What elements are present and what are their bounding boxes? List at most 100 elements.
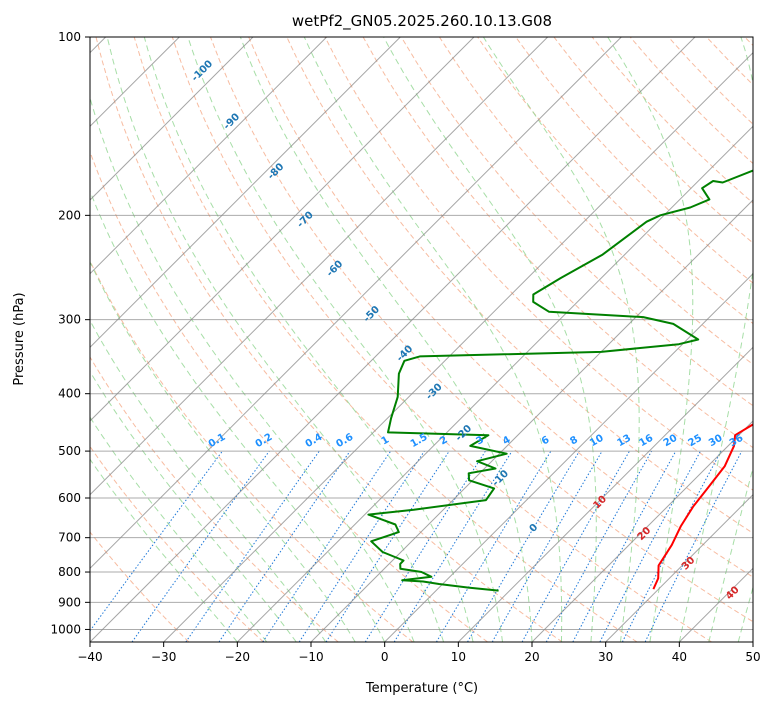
moist-adiabat-line (383, 37, 597, 642)
isotherm-line (90, 37, 475, 422)
dry-adiabat-line (90, 356, 339, 642)
mixing-ratio-label: 3 (474, 434, 486, 447)
sounding-series (367, 169, 753, 592)
dry-adiabat-line (90, 531, 190, 642)
dry-adiabat-line (171, 37, 712, 642)
dry-adiabat-label: -10 (490, 468, 511, 489)
dry-adiabat-line (133, 37, 638, 642)
mixing-ratio-line (325, 450, 450, 642)
y-tick-label: 200 (58, 208, 81, 222)
dry-adiabat-line (591, 37, 753, 204)
dry-adiabat-line (553, 37, 753, 244)
isotherm-line (310, 199, 753, 642)
isobar-grid (90, 37, 753, 630)
dry-adiabat-line (515, 37, 753, 284)
mixing-ratio-lines (90, 450, 743, 642)
dry-adiabat-line (90, 150, 488, 642)
dry-adiabat-label: -50 (362, 304, 383, 325)
moist-adiabat-line (482, 37, 640, 642)
mixing-ratio-line (364, 450, 486, 642)
isotherm-line (605, 493, 753, 642)
mixing-ratio-line (621, 450, 722, 642)
plot-frame (89, 36, 754, 643)
moist-adiabat-label: 10 (591, 494, 609, 512)
y-tick-label: 600 (58, 491, 81, 505)
y-tick-label: 400 (58, 387, 81, 401)
mixing-ratio-label: 25 (686, 433, 704, 450)
isotherm-line (90, 37, 696, 642)
x-axis-ticks: −40 −30 −20 −10 0 10 20 30 40 50 (77, 642, 761, 664)
mixing-ratio-label: 13 (615, 433, 633, 450)
dry-adiabat-label: -90 (222, 112, 243, 133)
moist-adiabat-line (90, 260, 356, 642)
y-tick-label: 1000 (50, 622, 81, 636)
line-labels: 0.1 0.2 0.4 0.6 1 1.5 2 3 4 6 8 10 13 16 20 25 30 36-100-… (190, 58, 746, 602)
moist-adiabat-line (678, 37, 753, 642)
x-tick-label: 50 (745, 650, 760, 664)
dry-adiabat-label: -60 (325, 259, 346, 280)
y-tick-label: 900 (58, 595, 81, 609)
temperature-line (652, 423, 753, 590)
isotherm-grid (90, 37, 753, 642)
mixing-ratio-line (298, 450, 425, 642)
moist-adiabat-line (239, 37, 533, 642)
isotherm-line (90, 37, 622, 570)
moist-adiabat-line (90, 416, 268, 642)
dry-adiabat-label: -80 (266, 161, 287, 182)
x-tick-label: −40 (77, 650, 102, 664)
mixing-ratio-label: 1 (380, 434, 392, 447)
isotherm-line (752, 641, 753, 642)
isotherm-line (678, 567, 753, 642)
y-tick-label: 700 (58, 531, 81, 545)
x-tick-label: 10 (451, 650, 466, 664)
moist-adiabat-line (303, 37, 563, 642)
mixing-ratio-line (185, 450, 320, 642)
mixing-ratio-line (644, 450, 743, 642)
dry-adiabat-line (248, 37, 753, 578)
mixing-ratio-line (131, 450, 270, 642)
mixing-ratio-label: 16 (638, 433, 656, 450)
x-tick-label: 0 (381, 650, 389, 664)
mixing-ratio-line (435, 450, 552, 642)
moist-adiabat-line (708, 466, 753, 642)
moist-adiabat-line (90, 189, 386, 642)
plot-area: 0.1 0.2 0.4 0.6 1 1.5 2 3 4 6 8 10 13 16 20 25 30 36-100-… (90, 37, 753, 642)
moist-adiabat-line (187, 37, 503, 642)
mixing-ratio-line (218, 450, 351, 642)
dry-adiabat-label: 0 (528, 522, 541, 535)
dry-adiabat-line (706, 37, 753, 86)
isotherm-line (531, 420, 753, 642)
y-axis-label: Pressure (hPa) (12, 292, 27, 385)
moist-adiabat-line (106, 37, 445, 642)
dry-adiabat-line (95, 37, 563, 642)
mixing-ratio-label: 36 (728, 433, 746, 450)
mixing-ratio-label: 10 (588, 433, 606, 450)
dry-adiabat-line (210, 37, 753, 623)
isotherm-line (90, 37, 328, 275)
mixing-ratio-label: 30 (707, 433, 725, 450)
isotherm-line (163, 51, 753, 642)
isotherm-line (236, 125, 753, 642)
x-tick-label: −20 (225, 650, 250, 664)
dry-adiabat-label: -30 (424, 382, 445, 403)
dry-adiabat-line (362, 37, 753, 449)
moist-adiabat-line (143, 37, 474, 642)
x-tick-label: −10 (298, 650, 323, 664)
mixing-ratio-label: 8 (568, 434, 580, 447)
mixing-ratio-label: 2 (438, 434, 450, 447)
isotherm-line (90, 37, 254, 201)
y-tick-label: 800 (58, 565, 81, 579)
mixing-ratio-line (545, 450, 653, 642)
chart-title: wetPf2_GN05.2025.260.10.13.G08 (292, 12, 552, 31)
mixing-ratio-line (90, 450, 223, 632)
mixing-ratio-line (521, 450, 630, 642)
moist-adiabat-line (607, 37, 694, 642)
x-axis-label: Temperature (°C) (365, 681, 478, 696)
mixing-ratio-label: 0.6 (334, 432, 355, 450)
mixing-ratio-label: 4 (501, 434, 513, 447)
y-tick-label: 100 (58, 30, 81, 44)
dry-adiabat-line (400, 37, 753, 407)
dry-adiabat-label: -20 (454, 423, 475, 444)
isotherm-line (90, 37, 401, 349)
